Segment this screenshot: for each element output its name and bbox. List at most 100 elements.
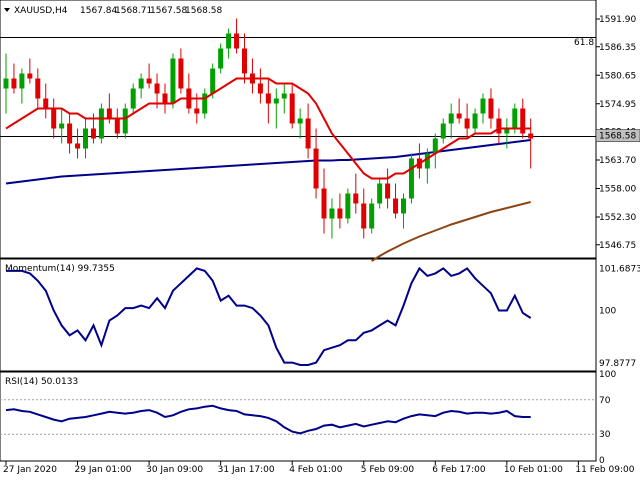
- rsi-series-layer: [0, 399, 596, 435]
- candle: [11, 63, 17, 94]
- candle-body: [218, 48, 224, 69]
- candle: [329, 198, 335, 239]
- rsi-line: [5, 404, 531, 435]
- current-price-label: 1568.58: [599, 132, 636, 142]
- sma-brown-line: [371, 201, 531, 262]
- candle: [528, 118, 534, 169]
- collapse-arrow-icon[interactable]: [4, 8, 10, 12]
- time-tick-label: 4 Feb 01:00: [289, 465, 343, 475]
- candle: [345, 188, 351, 224]
- candle-body: [353, 193, 359, 204]
- momentum-tick-label: 97.8777: [599, 359, 636, 369]
- candle-body: [226, 33, 232, 49]
- candle: [520, 98, 526, 139]
- candle-body: [130, 88, 136, 109]
- candle: [122, 103, 128, 139]
- axis-layer: 1591.901586.351580.651574.951569.401563.…: [3, 15, 640, 475]
- candle: [504, 118, 510, 149]
- candle: [289, 83, 295, 129]
- candle-body: [281, 93, 287, 99]
- candle: [480, 93, 486, 124]
- time-tick-label: 5 Feb 09:00: [361, 465, 415, 475]
- candle-body: [424, 153, 430, 169]
- candle-body: [361, 203, 367, 229]
- candle: [488, 88, 494, 129]
- candle: [265, 78, 271, 124]
- candle-body: [456, 113, 462, 119]
- candle: [456, 98, 462, 124]
- candle-body: [170, 58, 176, 104]
- candle: [385, 168, 391, 209]
- rsi-panel: [0, 371, 597, 462]
- rsi-label: RSI(14) 50.0133: [5, 377, 78, 387]
- candle-body: [19, 73, 25, 89]
- candle: [337, 193, 343, 229]
- candle-body: [345, 193, 351, 219]
- candle: [178, 48, 184, 94]
- rsi-tick-label: 100: [599, 370, 616, 380]
- candle: [440, 118, 446, 144]
- chart-header: XAUUSD,H4 1567.84 1568.71 1567.58 1568.5…: [4, 6, 222, 16]
- candle: [432, 133, 438, 169]
- candle-body: [265, 93, 271, 104]
- candle-body: [3, 78, 9, 89]
- ohlc-open: 1567.84: [80, 6, 117, 16]
- candle: [75, 128, 81, 159]
- candle-body: [480, 98, 486, 114]
- candle-body: [313, 148, 319, 189]
- price-tick-label: 1546.75: [599, 241, 636, 251]
- candle: [162, 83, 168, 114]
- price-tick-label: 1574.95: [599, 100, 636, 110]
- candle: [424, 148, 430, 184]
- candle: [146, 63, 152, 89]
- ohlc-close: 1568.58: [185, 6, 222, 16]
- ema-red-line: [5, 77, 531, 180]
- candle: [361, 188, 367, 239]
- candle: [408, 153, 414, 204]
- momentum-line: [6, 266, 532, 366]
- candle: [448, 103, 454, 139]
- candle-body: [369, 203, 375, 229]
- momentum-tick-label: 100: [599, 307, 616, 317]
- candle-body: [401, 198, 406, 214]
- candle-body: [337, 208, 343, 219]
- candle-body: [393, 198, 399, 214]
- candle: [59, 108, 65, 144]
- candle-body: [329, 208, 335, 219]
- candle-body: [385, 183, 391, 199]
- price-tick-label: 1563.70: [599, 156, 636, 166]
- candle-body: [59, 123, 65, 129]
- candle-body: [512, 108, 518, 129]
- current-price-box: [595, 129, 640, 142]
- candle-body: [122, 108, 128, 134]
- candle-body: [242, 48, 247, 74]
- time-tick-label: 31 Jan 17:00: [218, 465, 275, 475]
- candle-body: [234, 33, 240, 49]
- candle: [257, 68, 263, 104]
- candle-body: [496, 118, 502, 134]
- candle-body: [305, 118, 311, 149]
- candle: [218, 43, 224, 74]
- price-tick-label: 1591.90: [599, 15, 636, 25]
- candle-body: [75, 143, 81, 149]
- momentum-series-layer: [6, 266, 532, 366]
- candle: [369, 198, 375, 234]
- candle-body: [146, 78, 152, 84]
- momentum-label: Momentum(14) 99.7355: [5, 264, 115, 274]
- momentum-tick-label: 101.6873: [599, 265, 640, 275]
- candle: [377, 178, 383, 209]
- candle: [321, 168, 327, 234]
- time-tick-label: 30 Jan 09:00: [146, 465, 203, 475]
- candle-body: [83, 128, 88, 149]
- candle-body: [504, 128, 510, 134]
- time-tick-label: 10 Feb 01:00: [504, 465, 563, 475]
- candle-body: [138, 78, 144, 89]
- candle-body: [202, 93, 208, 114]
- candle: [202, 88, 208, 119]
- candle-body: [43, 98, 49, 109]
- candle-body: [194, 108, 200, 114]
- candle: [43, 83, 49, 119]
- candle: [464, 103, 470, 139]
